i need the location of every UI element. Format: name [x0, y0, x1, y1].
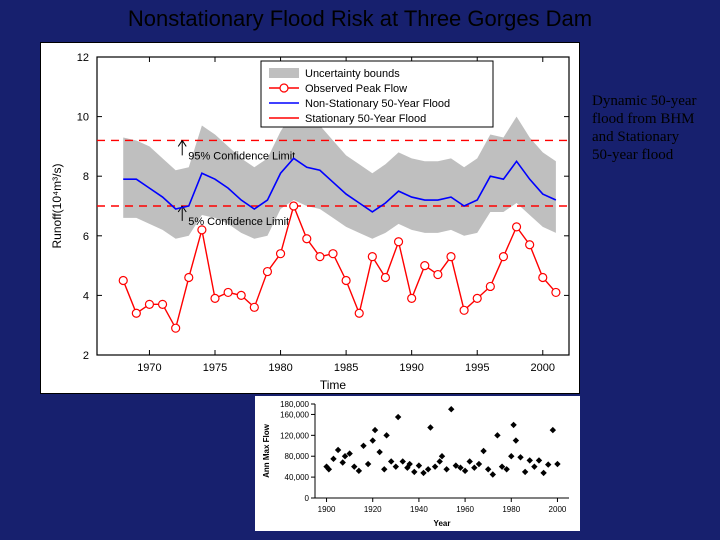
svg-text:1970: 1970 [137, 362, 161, 374]
annot-l2: flood from BHM [592, 111, 695, 127]
slide-title: Nonstationary Flood Risk at Three Gorges… [0, 6, 720, 32]
annot-l1: Dynamic 50-year [592, 93, 697, 109]
svg-text:8: 8 [83, 171, 89, 183]
svg-text:2000: 2000 [549, 505, 567, 514]
svg-text:80,000: 80,000 [285, 452, 310, 461]
svg-text:0: 0 [305, 494, 310, 503]
small-chart: 1900 1920 1940 1960 1980 2000 0 40,000 80,000 120… [255, 396, 580, 531]
svg-text:40,000: 40,000 [285, 473, 310, 482]
svg-text:160,000: 160,000 [280, 410, 309, 419]
svg-text:4: 4 [83, 290, 89, 302]
svg-text:1920: 1920 [364, 505, 382, 514]
svg-text:Uncertainty bounds: Uncertainty bounds [305, 68, 400, 80]
svg-text:1995: 1995 [465, 362, 489, 374]
svg-text:Stationary 50-Year Flood: Stationary 50-Year Flood [305, 113, 426, 125]
svg-text:1980: 1980 [268, 362, 292, 374]
annot-l4: 50-year flood [592, 147, 673, 163]
svg-text:1960: 1960 [456, 505, 474, 514]
svg-text:2: 2 [83, 350, 89, 362]
svg-text:2000: 2000 [531, 362, 555, 374]
svg-text:Year: Year [434, 519, 451, 528]
svg-text:1975: 1975 [203, 362, 227, 374]
svg-text:95% Confidence Limit: 95% Confidence Limit [188, 150, 295, 162]
svg-text:12: 12 [77, 52, 89, 64]
svg-text:6: 6 [83, 231, 89, 243]
svg-text:Ann Max Flow: Ann Max Flow [262, 423, 271, 478]
svg-text:Runoff(10⁴m³/s): Runoff(10⁴m³/s) [50, 164, 64, 249]
svg-text:1990: 1990 [399, 362, 423, 374]
annot-l3: and Stationary [592, 129, 679, 145]
svg-text:Observed Peak Flow: Observed Peak Flow [305, 83, 407, 95]
svg-text:1980: 1980 [502, 505, 520, 514]
svg-text:Non-Stationary 50-Year Flood: Non-Stationary 50-Year Flood [305, 98, 450, 110]
svg-text:180,000: 180,000 [280, 400, 309, 409]
svg-text:10: 10 [77, 112, 89, 124]
svg-text:Time: Time [320, 378, 347, 392]
svg-text:1940: 1940 [410, 505, 428, 514]
annotation-box: Dynamic 50-year flood from BHM and Stati… [592, 92, 720, 164]
svg-text:1985: 1985 [334, 362, 358, 374]
svg-text:120,000: 120,000 [280, 431, 309, 440]
main-chart: 1970 1975 1980 1985 1990 1995 2000 2 4 6 8 10 12 Time… [40, 42, 580, 394]
svg-text:1900: 1900 [318, 505, 336, 514]
